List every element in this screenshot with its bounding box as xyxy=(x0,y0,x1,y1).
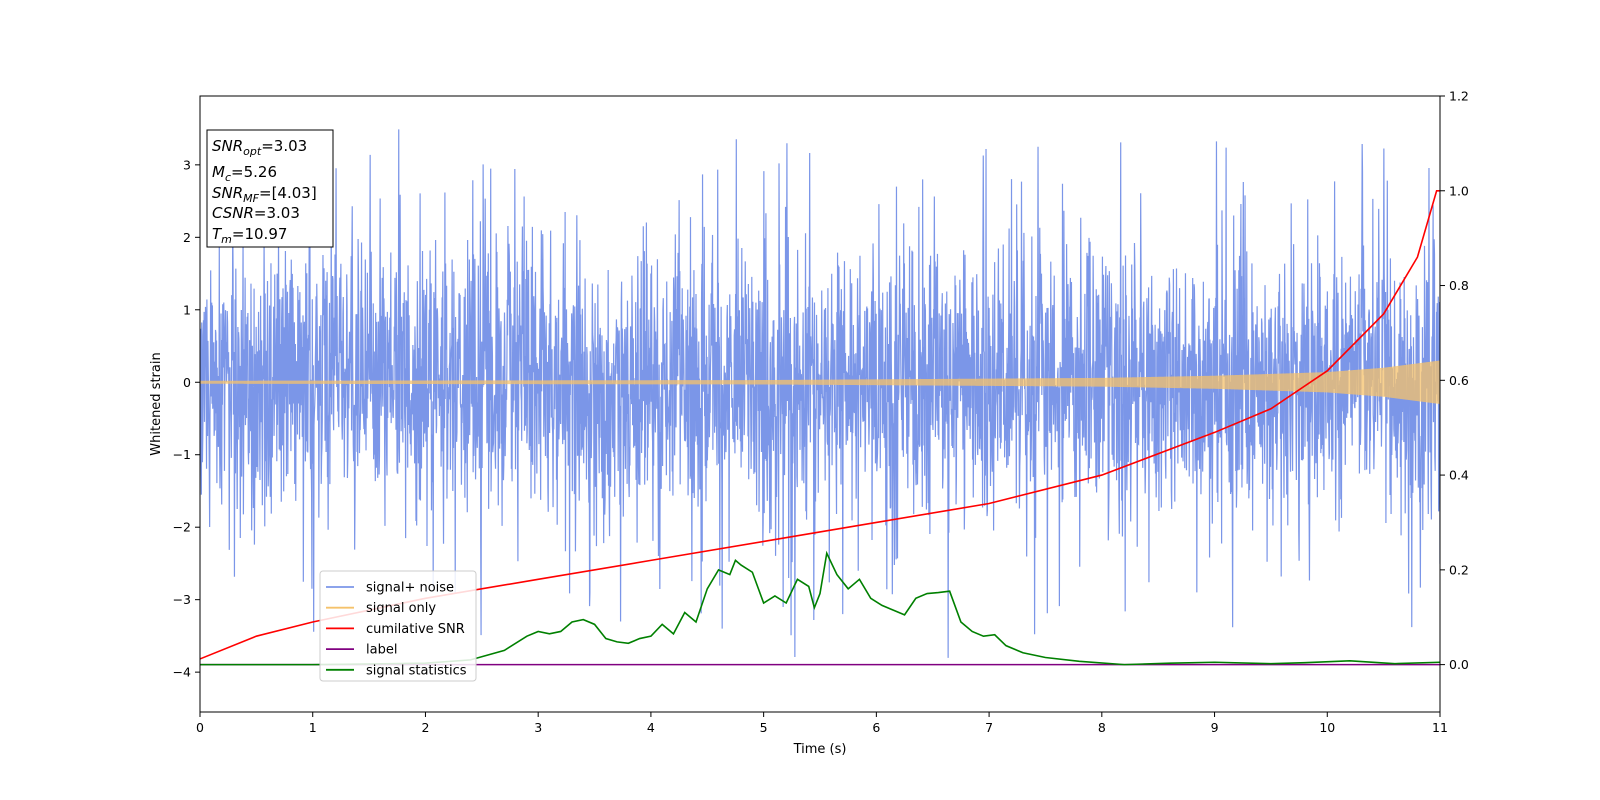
y-right-tick-label: 0.6 xyxy=(1449,373,1469,388)
annotation-csnr: CSNR=3.03 xyxy=(212,204,300,222)
legend: signal+ noise signal only cumilative SNR la… xyxy=(319,570,477,682)
y-left-tick-label: −1 xyxy=(173,447,191,462)
legend-label: signal only xyxy=(366,601,436,616)
legend-entry: signal statistics xyxy=(326,663,467,678)
x-tick-label: 3 xyxy=(534,720,542,735)
x-tick-label: 11 xyxy=(1432,720,1448,735)
y-left-tick-label: 0 xyxy=(183,375,191,390)
legend-entry: signal only xyxy=(326,601,436,616)
y-left-tick-label: 3 xyxy=(183,157,191,172)
y-right-tick-label: 1.0 xyxy=(1449,183,1469,198)
legend-frame xyxy=(319,570,477,682)
annotation-snr-opt: SNRopt=3.03 xyxy=(212,137,307,158)
legend-entry: signal+ noise xyxy=(326,581,454,596)
y-right-tick-label: 0.0 xyxy=(1449,657,1469,672)
x-tick-label: 2 xyxy=(421,720,429,735)
y-right-tick-label: 0.8 xyxy=(1449,278,1469,293)
legend-entry: cumilative SNR xyxy=(326,622,465,637)
annotation-box: SNRopt=3.03 Mc=5.26 SNRMF=[4.03] CSNR=3.… xyxy=(206,129,334,248)
y-right-tick-label: 0.2 xyxy=(1449,562,1469,577)
y-left-tick-label: −3 xyxy=(173,592,191,607)
x-tick-label: 9 xyxy=(1211,720,1219,735)
y-left-tick-label: 1 xyxy=(183,302,191,317)
x-tick-label: 8 xyxy=(1098,720,1106,735)
annotation-frame xyxy=(206,129,334,248)
y-left-tick-label: −4 xyxy=(173,665,191,680)
axes: 0 1 2 3 4 5 6 7 8 9 10 11 −4 −3 −2 −1 0 1 2 3 0.0 0.2 0.4 0.6 0.… xyxy=(173,89,1469,736)
x-tick-label: 7 xyxy=(985,720,993,735)
y-right-tick-label: 1.2 xyxy=(1449,89,1469,104)
series-signal-only xyxy=(200,360,1440,404)
x-tick-label: 10 xyxy=(1319,720,1335,735)
y-right-tick-label: 0.4 xyxy=(1449,468,1469,483)
legend-label: signal statistics xyxy=(366,663,467,678)
x-tick-label: 0 xyxy=(196,720,204,735)
x-tick-label: 1 xyxy=(309,720,317,735)
y-left-tick-label: 2 xyxy=(183,230,191,245)
annotation-mc: Mc=5.26 xyxy=(212,163,277,184)
annotation-tm: Tm=10.97 xyxy=(212,225,287,246)
plot-frame xyxy=(199,95,1441,713)
series-signal-statistics xyxy=(200,550,1440,666)
x-axis-label: Time (s) xyxy=(793,742,847,757)
x-tick-label: 6 xyxy=(872,720,880,735)
legend-entry: label xyxy=(326,643,397,658)
y-left-tick-label: −2 xyxy=(173,520,191,535)
legend-label: label xyxy=(366,643,397,658)
x-tick-label: 4 xyxy=(647,720,655,735)
x-tick-label: 5 xyxy=(760,720,768,735)
legend-label: signal+ noise xyxy=(366,581,454,596)
y-axis-label: Whitened strain xyxy=(149,352,164,455)
annotation-snr-mf: SNRMF=[4.03] xyxy=(212,184,317,205)
legend-label: cumilative SNR xyxy=(366,622,465,637)
